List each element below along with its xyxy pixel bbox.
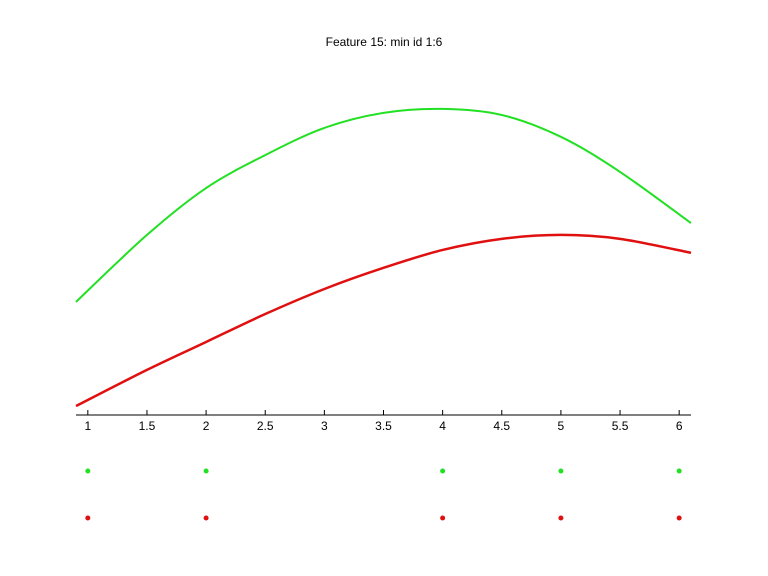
point xyxy=(676,468,682,474)
x-tick-label: 5.5 xyxy=(612,419,629,433)
x-tick-label: 1.5 xyxy=(139,419,156,433)
x-tick-label: 6 xyxy=(676,419,683,433)
x-tick-label: 4 xyxy=(439,419,446,433)
point xyxy=(440,515,446,521)
point xyxy=(85,468,91,474)
point xyxy=(558,515,564,521)
point xyxy=(558,468,564,474)
point xyxy=(203,468,209,474)
x-tick-label: 3.5 xyxy=(375,419,392,433)
x-tick-label: 5 xyxy=(558,419,565,433)
x-tick-label: 2 xyxy=(203,419,210,433)
point xyxy=(676,515,682,521)
x-tick-label: 2.5 xyxy=(257,419,274,433)
x-tick-label: 3 xyxy=(321,419,328,433)
x-tick-label: 1 xyxy=(84,419,91,433)
point xyxy=(440,468,446,474)
line xyxy=(75,107,692,303)
chart-title: Feature 15: min id 1:6 xyxy=(326,35,443,49)
x-tick-label: 4.5 xyxy=(493,419,510,433)
point xyxy=(203,515,209,521)
point xyxy=(85,515,91,521)
line xyxy=(75,233,692,408)
